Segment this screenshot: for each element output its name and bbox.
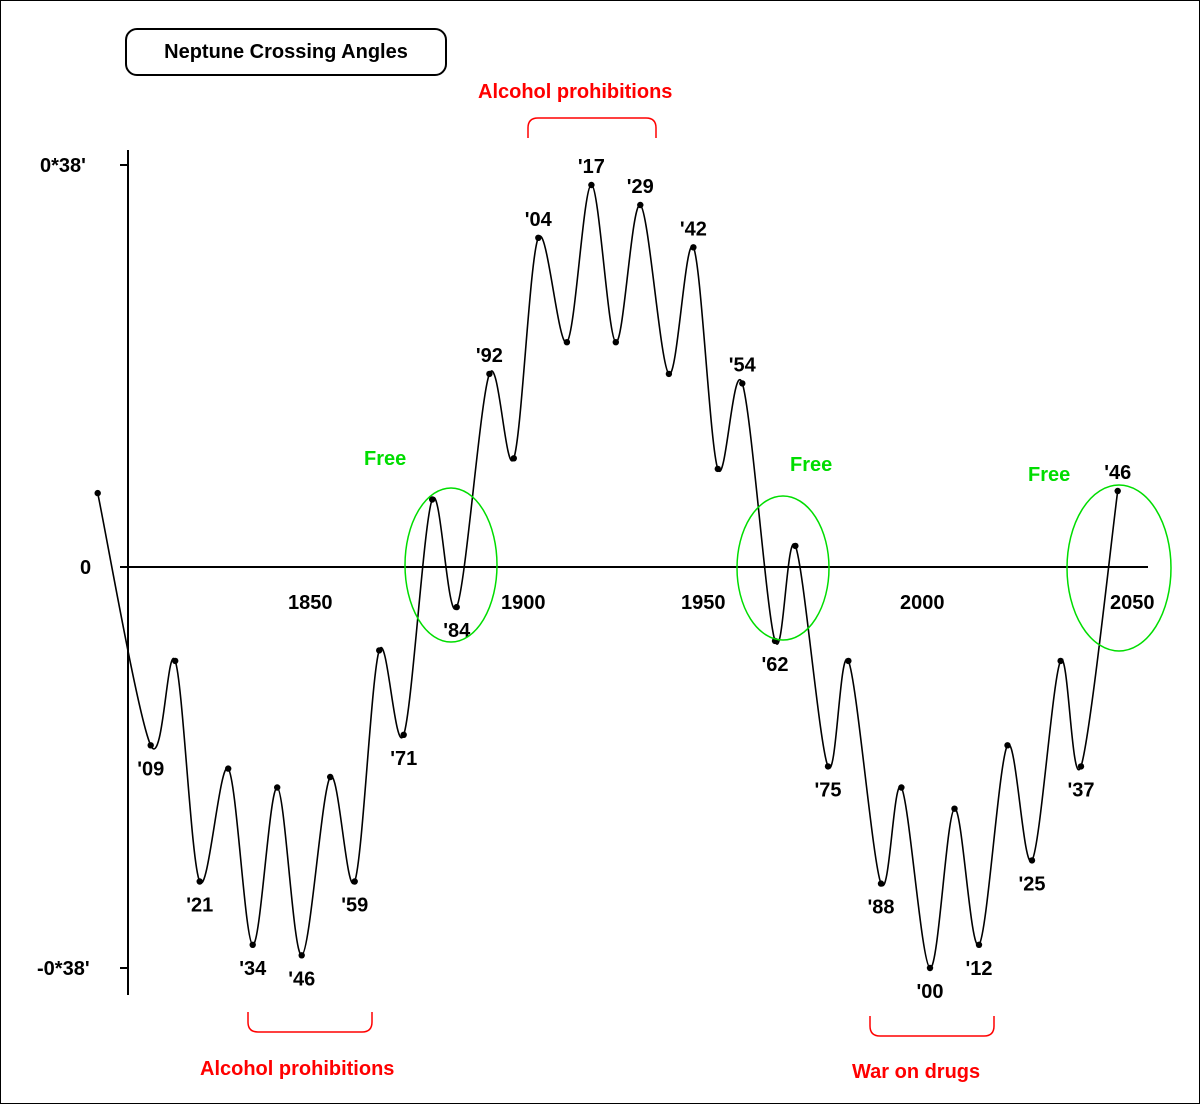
point-label: '62 bbox=[761, 654, 788, 676]
free-label-2: Free bbox=[790, 454, 832, 476]
free-annotation-3: Free bbox=[1028, 464, 1172, 652]
data-point bbox=[298, 952, 305, 959]
crossing-angle-line bbox=[96, 184, 1119, 969]
point-labels: '09 '21 '34 '46 '59 '71 '84 '92 '04 '17 '29 '42 '54 '… bbox=[137, 156, 1131, 1003]
data-point bbox=[739, 380, 746, 387]
point-label: '46 bbox=[288, 968, 315, 990]
free-ellipse-3 bbox=[1066, 484, 1172, 652]
point-label: '25 bbox=[1018, 873, 1045, 895]
alcohol-prohibition-bottom-annotation: Alcohol prohibitions bbox=[200, 1012, 394, 1080]
data-point bbox=[845, 657, 852, 665]
data-point bbox=[1057, 657, 1064, 665]
data-point bbox=[714, 465, 721, 473]
data-point bbox=[588, 181, 595, 189]
point-label: '29 bbox=[627, 176, 654, 198]
alcohol-top-label: Alcohol prohibitions bbox=[478, 81, 672, 103]
x-tick-label-2000: 2000 bbox=[900, 592, 945, 614]
point-label: '54 bbox=[729, 354, 757, 376]
data-point bbox=[612, 339, 619, 346]
data-point bbox=[898, 784, 905, 791]
point-label: '12 bbox=[965, 958, 992, 980]
point-label: '71 bbox=[390, 748, 417, 770]
point-label: '84 bbox=[443, 620, 471, 642]
data-point bbox=[376, 647, 383, 654]
war-on-drugs-label: War on drugs bbox=[852, 1061, 980, 1083]
data-point bbox=[196, 878, 203, 885]
x-tick-label-1900: 1900 bbox=[501, 592, 546, 614]
axes: 0*38' 0 -0*38' 1850 1900 1950 2000 2050 bbox=[37, 150, 1155, 995]
x-tick-label-2050: 2050 bbox=[1110, 592, 1155, 614]
point-label: '17 bbox=[578, 156, 605, 178]
point-label: '34 bbox=[239, 958, 267, 980]
data-point bbox=[926, 964, 934, 972]
point-label: '00 bbox=[916, 981, 943, 1003]
data-point bbox=[486, 370, 493, 378]
point-label: '37 bbox=[1067, 779, 1094, 801]
data-point bbox=[563, 339, 571, 346]
free-annotation-2: Free bbox=[736, 454, 832, 641]
data-point bbox=[1114, 487, 1121, 495]
data-point bbox=[1077, 763, 1085, 770]
point-label: '75 bbox=[814, 779, 841, 801]
chart-title: Neptune Crossing Angles bbox=[125, 28, 447, 76]
data-point bbox=[94, 489, 101, 497]
alcohol-bottom-bracket bbox=[247, 1012, 373, 1033]
y-tick-label-bottom: -0*38' bbox=[37, 958, 90, 980]
markers bbox=[94, 181, 1121, 972]
data-point bbox=[453, 603, 460, 611]
data-point bbox=[951, 805, 958, 812]
alcohol-top-bracket bbox=[527, 117, 657, 138]
data-point bbox=[1004, 742, 1011, 749]
point-label: '09 bbox=[137, 758, 164, 780]
free-label-3: Free bbox=[1028, 464, 1070, 486]
y-tick-label-top: 0*38' bbox=[40, 155, 86, 177]
alcohol-bottom-label: Alcohol prohibitions bbox=[200, 1058, 394, 1080]
data-point bbox=[690, 244, 697, 251]
data-point bbox=[637, 201, 644, 209]
data-point bbox=[225, 765, 232, 772]
free-label-1: Free bbox=[364, 448, 406, 470]
data-point bbox=[792, 542, 799, 550]
data-point bbox=[249, 941, 256, 948]
series bbox=[96, 184, 1119, 969]
war-on-drugs-bracket bbox=[869, 1016, 995, 1037]
data-point bbox=[975, 941, 983, 948]
point-label: '21 bbox=[186, 895, 213, 917]
data-point bbox=[429, 496, 436, 503]
data-point bbox=[327, 773, 334, 781]
point-label: '42 bbox=[680, 218, 707, 240]
point-label: '46 bbox=[1104, 462, 1131, 484]
data-point bbox=[877, 880, 885, 887]
free-ellipse-1 bbox=[404, 487, 498, 643]
point-label: '92 bbox=[476, 345, 503, 367]
data-point bbox=[510, 455, 517, 462]
x-tick-label-1850: 1850 bbox=[288, 592, 333, 614]
free-annotation-1: Free bbox=[364, 448, 498, 643]
alcohol-prohibition-top-annotation: Alcohol prohibitions bbox=[478, 81, 672, 138]
free-ellipse-2 bbox=[736, 495, 830, 641]
point-label: '59 bbox=[341, 895, 368, 917]
point-label: '88 bbox=[867, 897, 894, 919]
data-point bbox=[1028, 857, 1036, 864]
data-point bbox=[172, 657, 179, 665]
data-point bbox=[351, 878, 358, 885]
point-label: '04 bbox=[525, 209, 553, 231]
data-point bbox=[274, 784, 281, 791]
war-on-drugs-annotation: War on drugs bbox=[852, 1016, 995, 1083]
data-point bbox=[147, 742, 154, 749]
y-tick-label-zero: 0 bbox=[80, 557, 91, 579]
data-point bbox=[400, 731, 407, 738]
data-point bbox=[665, 370, 673, 378]
x-tick-label-1950: 1950 bbox=[681, 592, 726, 614]
data-point bbox=[535, 234, 542, 241]
data-point bbox=[824, 763, 832, 770]
